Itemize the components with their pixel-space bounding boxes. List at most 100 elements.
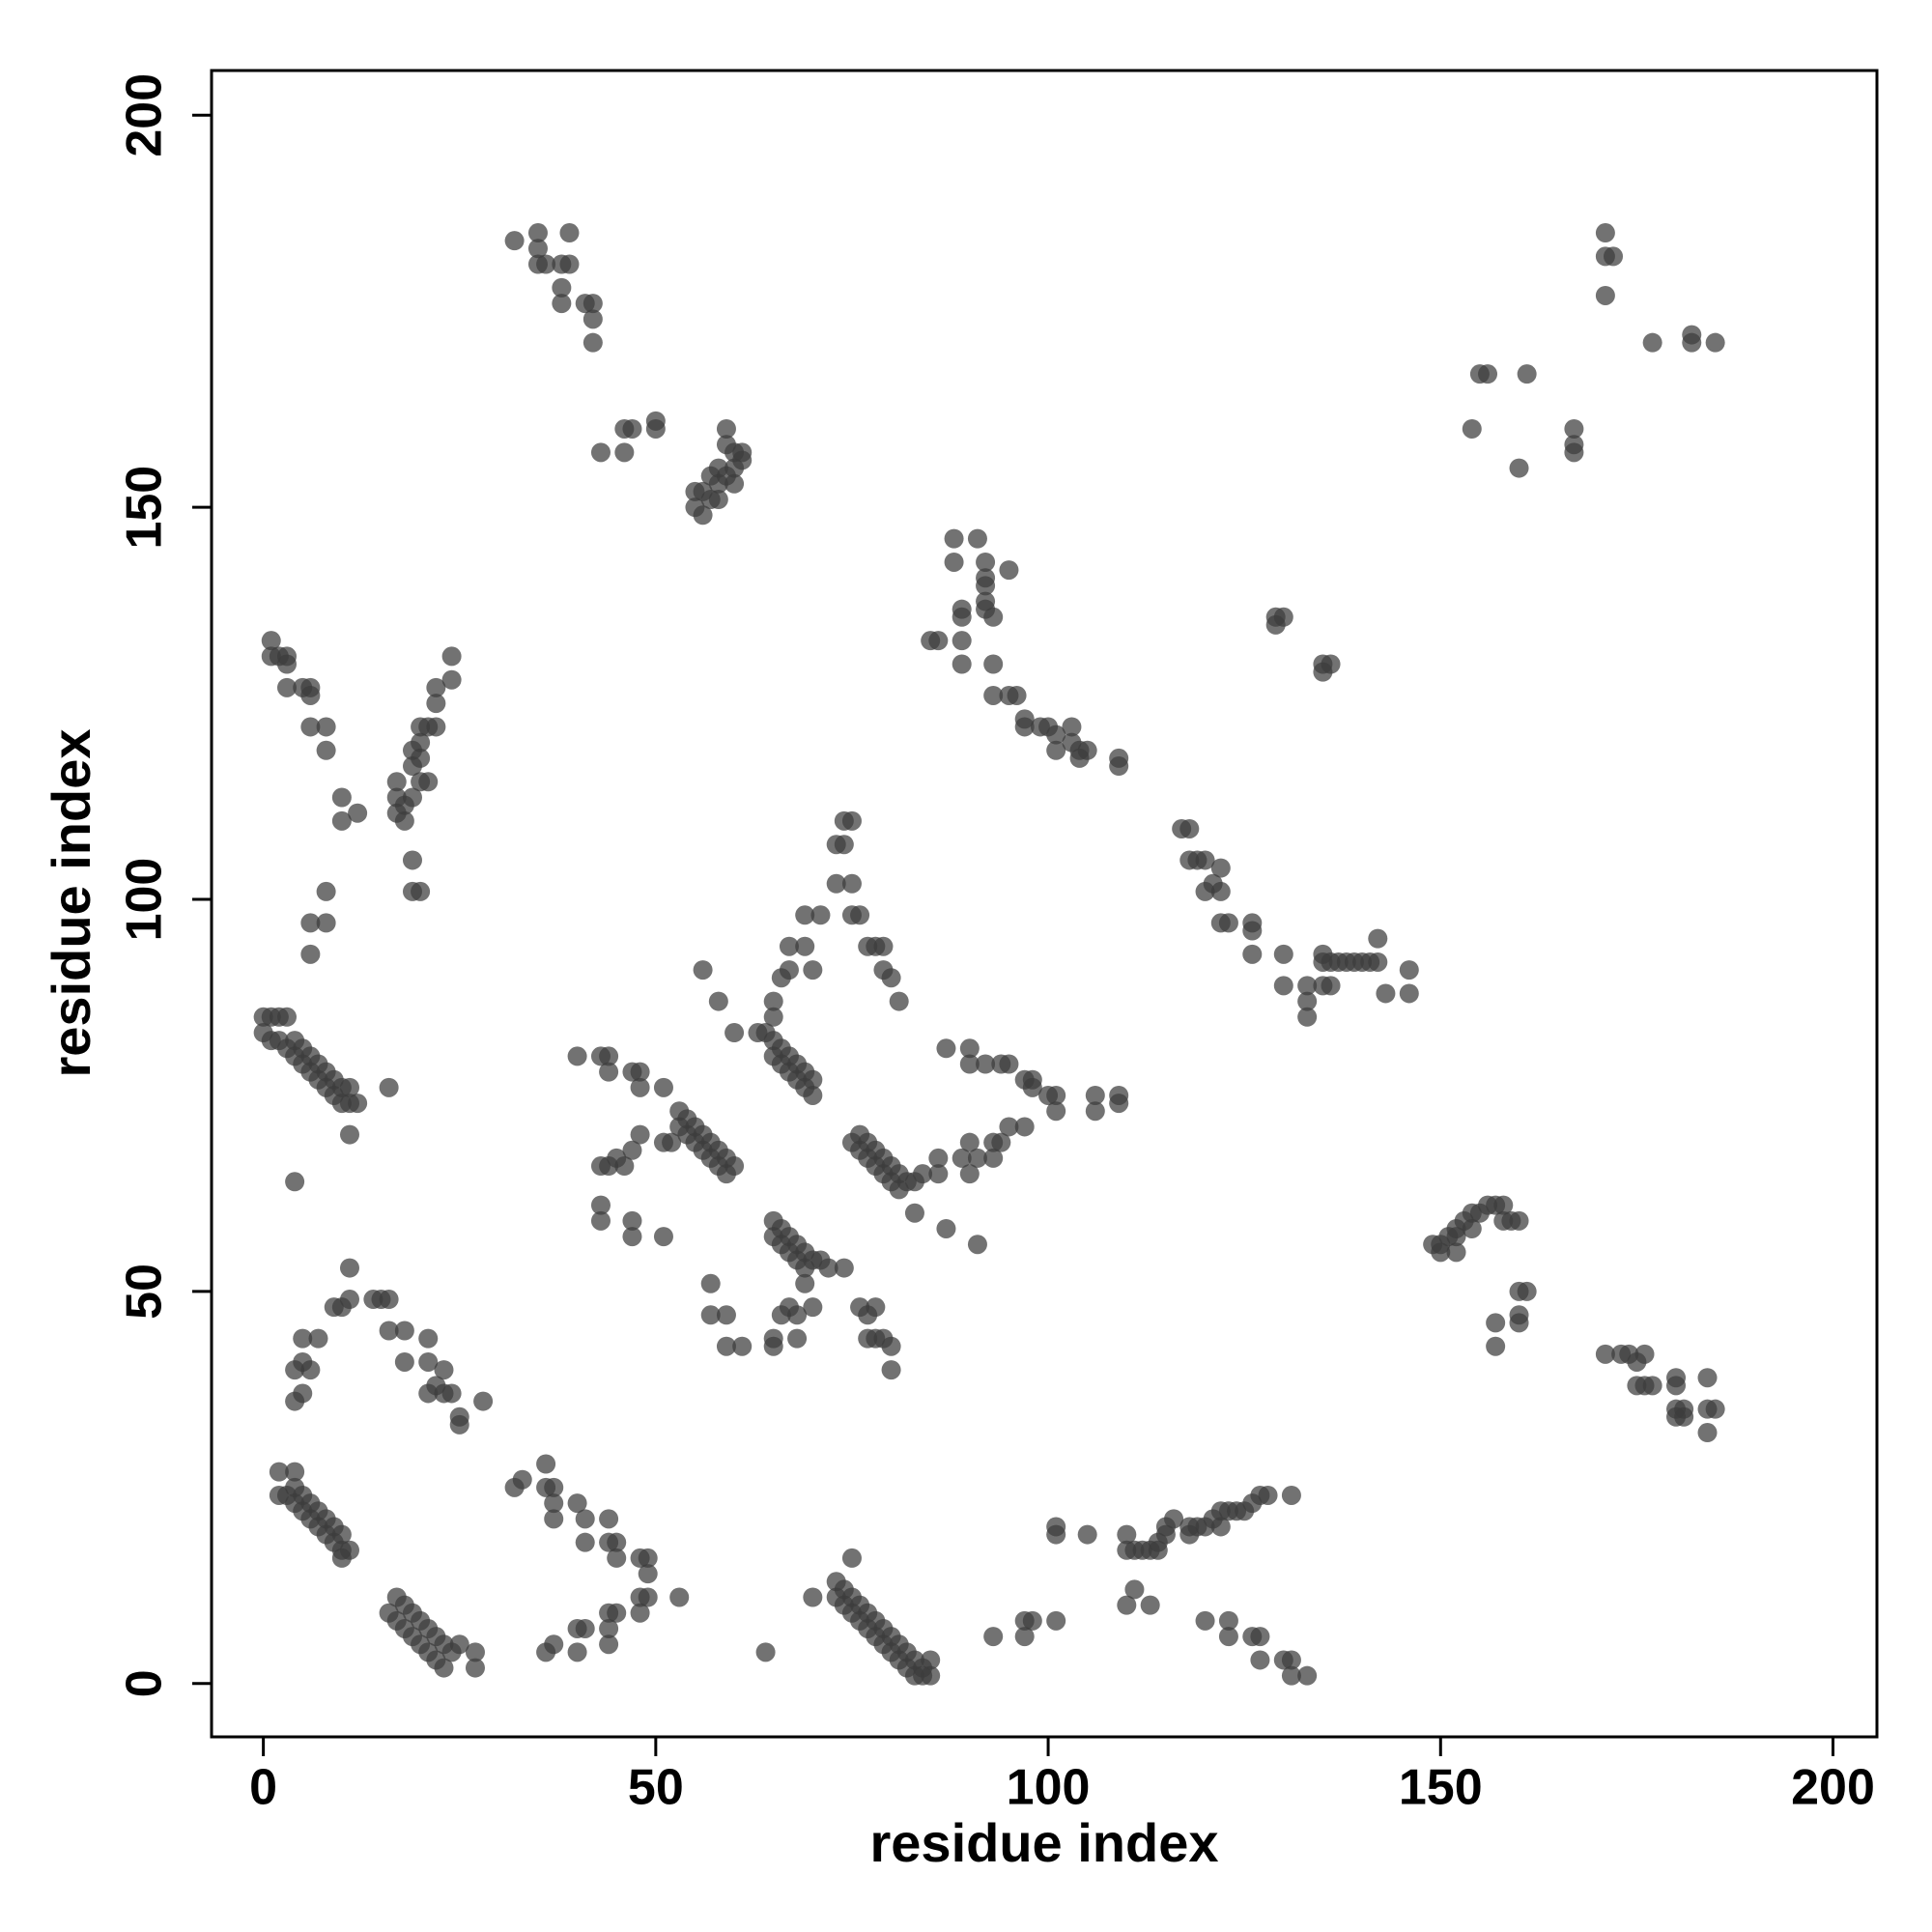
point	[1140, 1595, 1160, 1615]
point	[983, 685, 1004, 705]
point	[1368, 952, 1388, 972]
point	[1046, 724, 1066, 745]
point	[1014, 1117, 1035, 1137]
point	[645, 418, 666, 439]
point	[976, 576, 996, 596]
point	[1077, 1524, 1097, 1545]
point	[662, 1132, 682, 1152]
point	[1368, 928, 1388, 949]
point	[426, 1376, 446, 1396]
point	[1210, 858, 1231, 878]
point	[316, 913, 336, 933]
point	[339, 1290, 359, 1310]
point	[952, 607, 972, 627]
point	[1399, 960, 1419, 980]
point	[411, 732, 431, 753]
point	[1242, 944, 1263, 964]
point	[967, 528, 987, 549]
point	[716, 1164, 736, 1184]
point	[411, 748, 431, 768]
point	[473, 1391, 494, 1411]
point	[527, 223, 548, 243]
point	[983, 654, 1004, 674]
point	[1517, 364, 1537, 384]
point	[1399, 983, 1419, 1004]
point	[1486, 1313, 1506, 1333]
point	[803, 960, 823, 980]
point	[1431, 1242, 1451, 1263]
point	[1509, 1210, 1529, 1231]
point	[348, 1094, 368, 1114]
point	[1265, 614, 1286, 635]
point	[567, 1493, 587, 1514]
point	[269, 1462, 289, 1482]
point	[418, 1328, 439, 1349]
point	[724, 473, 745, 494]
point	[1517, 1281, 1537, 1301]
point	[1595, 1344, 1615, 1364]
point	[928, 1148, 949, 1168]
point	[944, 552, 964, 572]
point	[693, 505, 713, 526]
point	[841, 1548, 862, 1568]
point	[1218, 913, 1238, 933]
point	[763, 1007, 783, 1027]
point	[622, 418, 642, 439]
point	[826, 873, 846, 894]
point	[630, 1077, 650, 1097]
point	[1281, 1665, 1301, 1686]
point	[716, 1336, 736, 1356]
point	[1493, 1195, 1514, 1215]
point	[787, 1305, 808, 1325]
y-tick-label: 0	[117, 1669, 173, 1697]
point	[449, 1634, 469, 1655]
point	[316, 717, 336, 737]
point	[1046, 1517, 1066, 1537]
point	[1148, 1540, 1168, 1560]
point	[411, 881, 431, 901]
point	[1273, 944, 1293, 964]
x-tick-label: 200	[1791, 1760, 1875, 1816]
point	[952, 631, 972, 651]
point	[653, 1077, 673, 1097]
point	[379, 1321, 399, 1341]
point	[1124, 1579, 1145, 1600]
point	[1273, 976, 1293, 996]
point	[599, 1509, 619, 1529]
point	[936, 1038, 956, 1059]
point	[331, 810, 352, 831]
point	[622, 1140, 642, 1160]
point	[441, 669, 462, 690]
point	[1705, 332, 1725, 353]
point	[928, 1164, 949, 1184]
plot-frame	[210, 69, 1879, 1739]
point	[582, 309, 603, 329]
point	[1022, 1077, 1042, 1097]
point	[795, 905, 815, 925]
point	[544, 1509, 564, 1529]
point	[630, 1124, 650, 1145]
point	[1046, 740, 1066, 760]
point	[866, 1297, 886, 1318]
point	[708, 490, 728, 510]
point	[763, 991, 783, 1011]
point	[638, 1548, 658, 1568]
point	[976, 1054, 996, 1074]
point	[1250, 1627, 1270, 1647]
point	[693, 960, 713, 980]
point	[803, 1297, 823, 1318]
point	[700, 1273, 721, 1293]
point	[983, 1148, 1004, 1168]
point	[1666, 1406, 1687, 1427]
point	[552, 277, 572, 298]
point	[716, 1305, 736, 1325]
point	[1321, 654, 1341, 674]
point	[1446, 1227, 1466, 1247]
point	[293, 1328, 313, 1349]
point	[607, 1548, 627, 1568]
point	[755, 1642, 776, 1662]
point	[795, 1273, 815, 1293]
y-axis-title: residue index	[41, 728, 101, 1077]
point	[841, 810, 862, 831]
